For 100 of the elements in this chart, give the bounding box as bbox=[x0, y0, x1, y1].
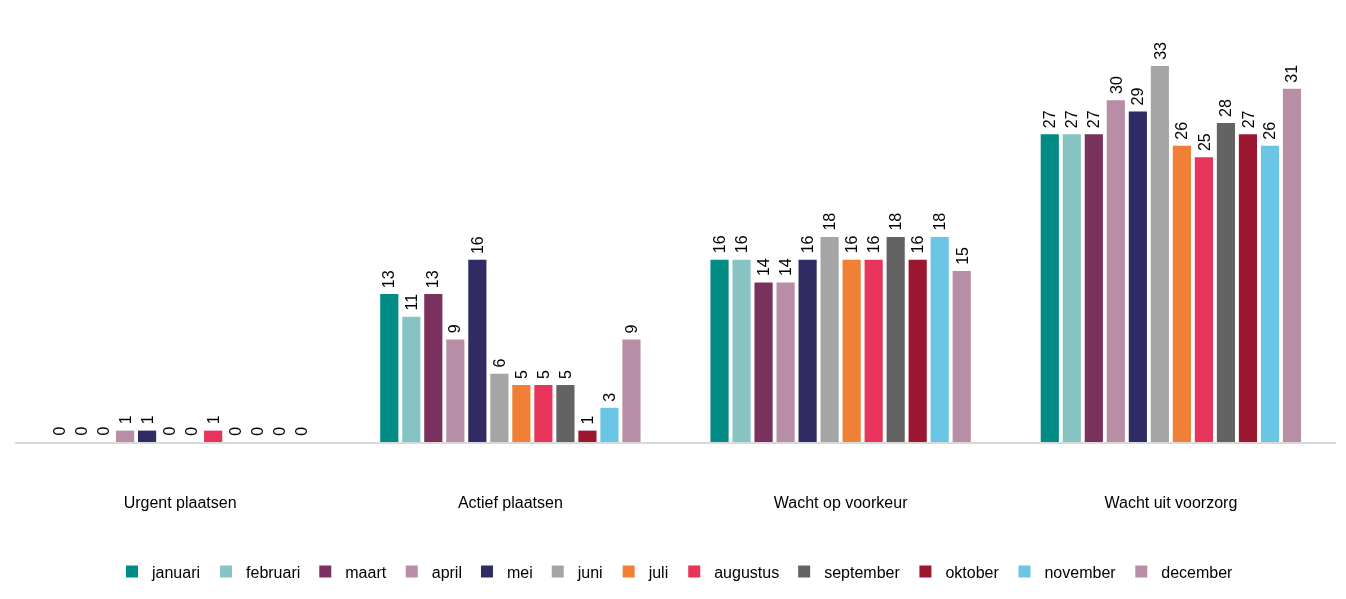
bar bbox=[864, 259, 883, 442]
data-label: 1 bbox=[205, 415, 223, 425]
legend-label: augustus bbox=[714, 563, 780, 581]
data-label: 0 bbox=[270, 426, 288, 436]
data-label: 0 bbox=[226, 426, 244, 436]
bar bbox=[600, 407, 619, 442]
bar bbox=[754, 282, 773, 442]
bar bbox=[578, 430, 597, 442]
bar bbox=[908, 259, 927, 442]
data-label: 28 bbox=[1216, 98, 1234, 117]
bar bbox=[1282, 88, 1302, 442]
legend-label: april bbox=[431, 563, 462, 581]
bar bbox=[1194, 157, 1213, 442]
bar bbox=[952, 271, 971, 442]
data-label: 16 bbox=[798, 235, 816, 254]
bar bbox=[886, 236, 905, 442]
data-label: 6 bbox=[491, 358, 509, 368]
bar bbox=[798, 259, 817, 442]
bar bbox=[512, 385, 531, 442]
data-label: 18 bbox=[886, 212, 904, 231]
legend-label: november bbox=[1044, 563, 1117, 581]
data-label: 3 bbox=[601, 392, 619, 402]
data-label: 27 bbox=[1041, 110, 1059, 129]
bar bbox=[468, 259, 487, 442]
data-label: 0 bbox=[160, 426, 178, 436]
data-label: 27 bbox=[1239, 110, 1257, 129]
data-label: 1 bbox=[116, 415, 134, 425]
bar bbox=[1150, 66, 1169, 442]
bar bbox=[116, 430, 135, 442]
data-label: 0 bbox=[94, 426, 112, 436]
bar bbox=[1040, 134, 1059, 442]
bar bbox=[204, 430, 223, 442]
data-label: 1 bbox=[138, 415, 156, 425]
data-label: 0 bbox=[248, 426, 266, 436]
data-label: 13 bbox=[380, 270, 398, 289]
data-label: 0 bbox=[292, 426, 310, 436]
legend-label: juni bbox=[576, 563, 603, 581]
data-label: 0 bbox=[182, 426, 200, 436]
data-label: 26 bbox=[1261, 121, 1279, 140]
data-label: 13 bbox=[424, 270, 442, 289]
legend-label: juli bbox=[647, 563, 669, 581]
data-label: 16 bbox=[710, 235, 728, 254]
data-label: 33 bbox=[1151, 41, 1169, 60]
bar bbox=[446, 339, 465, 442]
bar bbox=[380, 293, 399, 442]
data-label: 15 bbox=[953, 246, 971, 265]
bar bbox=[138, 430, 157, 442]
data-label: 5 bbox=[512, 369, 530, 379]
bar bbox=[842, 259, 861, 442]
bar bbox=[930, 236, 949, 442]
data-label: 27 bbox=[1063, 110, 1081, 129]
bar bbox=[424, 293, 443, 442]
legend-label: september bbox=[824, 563, 901, 581]
data-label: 5 bbox=[534, 369, 552, 379]
bar bbox=[1238, 134, 1258, 442]
data-label: 31 bbox=[1283, 64, 1301, 83]
data-label: 9 bbox=[446, 324, 464, 334]
data-label: 16 bbox=[864, 235, 882, 254]
bar bbox=[1172, 145, 1191, 442]
legend-label: oktober bbox=[945, 563, 1000, 581]
bar bbox=[1216, 122, 1235, 442]
data-label: 27 bbox=[1085, 110, 1103, 129]
data-label: 0 bbox=[50, 426, 68, 436]
bar bbox=[1062, 134, 1081, 442]
bar bbox=[622, 339, 641, 442]
bar bbox=[820, 236, 839, 442]
bar bbox=[1084, 134, 1103, 442]
data-label: 9 bbox=[622, 324, 640, 334]
data-label: 25 bbox=[1195, 133, 1213, 152]
data-label: 5 bbox=[556, 369, 574, 379]
data-label: 16 bbox=[732, 235, 750, 254]
x-tick-label: Wacht uit voorzorg bbox=[1104, 494, 1238, 512]
bar bbox=[1128, 111, 1147, 442]
x-tick-label: Actief plaatsen bbox=[457, 494, 563, 512]
bar bbox=[556, 385, 575, 442]
data-label: 11 bbox=[403, 293, 421, 311]
x-tick-label: Urgent plaatsen bbox=[123, 494, 237, 512]
bar bbox=[402, 316, 421, 442]
data-label: 16 bbox=[842, 235, 860, 254]
bar bbox=[534, 385, 553, 442]
bar bbox=[776, 282, 795, 442]
data-label: 0 bbox=[72, 426, 90, 436]
legend-label: januari bbox=[151, 563, 201, 581]
data-label: 14 bbox=[777, 258, 795, 277]
legend-label: december bbox=[1161, 563, 1234, 581]
data-label: 18 bbox=[820, 212, 838, 231]
data-label: 16 bbox=[908, 235, 926, 254]
bar bbox=[490, 373, 509, 442]
bar bbox=[1260, 145, 1280, 442]
data-label: 29 bbox=[1129, 87, 1147, 106]
data-label: 18 bbox=[930, 212, 948, 231]
legend-label: mei bbox=[506, 563, 533, 581]
x-tick-label: Wacht op voorkeur bbox=[773, 494, 909, 512]
data-label: 14 bbox=[755, 258, 773, 277]
bar bbox=[710, 259, 729, 442]
data-label: 1 bbox=[579, 415, 597, 425]
data-label: 30 bbox=[1107, 76, 1125, 95]
bar bbox=[1106, 100, 1125, 442]
data-label: 26 bbox=[1173, 121, 1191, 140]
bar bbox=[732, 259, 751, 442]
